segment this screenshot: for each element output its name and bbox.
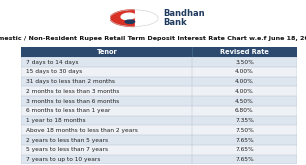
- Text: 6.80%: 6.80%: [235, 108, 254, 113]
- Text: 3 months to less than 6 months: 3 months to less than 6 months: [26, 99, 119, 104]
- Text: 15 days to 30 days: 15 days to 30 days: [26, 69, 82, 74]
- Text: 7 days to 14 days: 7 days to 14 days: [26, 60, 78, 65]
- FancyBboxPatch shape: [21, 96, 297, 106]
- Polygon shape: [110, 10, 134, 26]
- Circle shape: [125, 20, 135, 23]
- FancyBboxPatch shape: [21, 145, 297, 155]
- Text: Bandhan: Bandhan: [163, 9, 205, 18]
- Circle shape: [110, 10, 158, 26]
- Text: 7 years to up to 10 years: 7 years to up to 10 years: [26, 157, 100, 162]
- Text: 6 months to less than 1 year: 6 months to less than 1 year: [26, 108, 110, 113]
- Text: Above 18 months to less than 2 years: Above 18 months to less than 2 years: [26, 128, 137, 133]
- Text: 1 year to 18 months: 1 year to 18 months: [26, 118, 85, 123]
- FancyBboxPatch shape: [21, 125, 297, 135]
- Text: 7.65%: 7.65%: [235, 147, 254, 152]
- FancyBboxPatch shape: [21, 57, 297, 67]
- Ellipse shape: [121, 13, 135, 20]
- Text: 4.50%: 4.50%: [235, 99, 254, 104]
- FancyBboxPatch shape: [21, 77, 297, 86]
- Text: 7.35%: 7.35%: [235, 118, 254, 123]
- Text: Bank: Bank: [163, 18, 187, 27]
- Text: Domestic / Non-Resident Rupee Retail Term Deposit Interest Rate Chart w.e.f June: Domestic / Non-Resident Rupee Retail Ter…: [0, 36, 306, 41]
- FancyBboxPatch shape: [21, 116, 297, 125]
- Text: 2 months to less than 3 months: 2 months to less than 3 months: [26, 89, 119, 94]
- Text: 3.50%: 3.50%: [235, 60, 254, 65]
- FancyBboxPatch shape: [21, 155, 297, 164]
- Text: 31 days to less than 2 months: 31 days to less than 2 months: [26, 79, 114, 84]
- FancyBboxPatch shape: [21, 135, 297, 145]
- Text: 7.65%: 7.65%: [235, 157, 254, 162]
- Text: Revised Rate: Revised Rate: [220, 49, 269, 55]
- Text: 7.65%: 7.65%: [235, 137, 254, 143]
- Text: 4.00%: 4.00%: [235, 79, 254, 84]
- Text: 2 years to less than 5 years: 2 years to less than 5 years: [26, 137, 108, 143]
- FancyBboxPatch shape: [21, 47, 297, 57]
- FancyBboxPatch shape: [21, 86, 297, 96]
- Text: 4.00%: 4.00%: [235, 89, 254, 94]
- FancyBboxPatch shape: [21, 106, 297, 116]
- FancyBboxPatch shape: [21, 67, 297, 77]
- Text: 4.00%: 4.00%: [235, 69, 254, 74]
- Text: 7.50%: 7.50%: [235, 128, 254, 133]
- Text: 5 years to less than 7 years: 5 years to less than 7 years: [26, 147, 108, 152]
- Text: Tenor: Tenor: [96, 49, 117, 55]
